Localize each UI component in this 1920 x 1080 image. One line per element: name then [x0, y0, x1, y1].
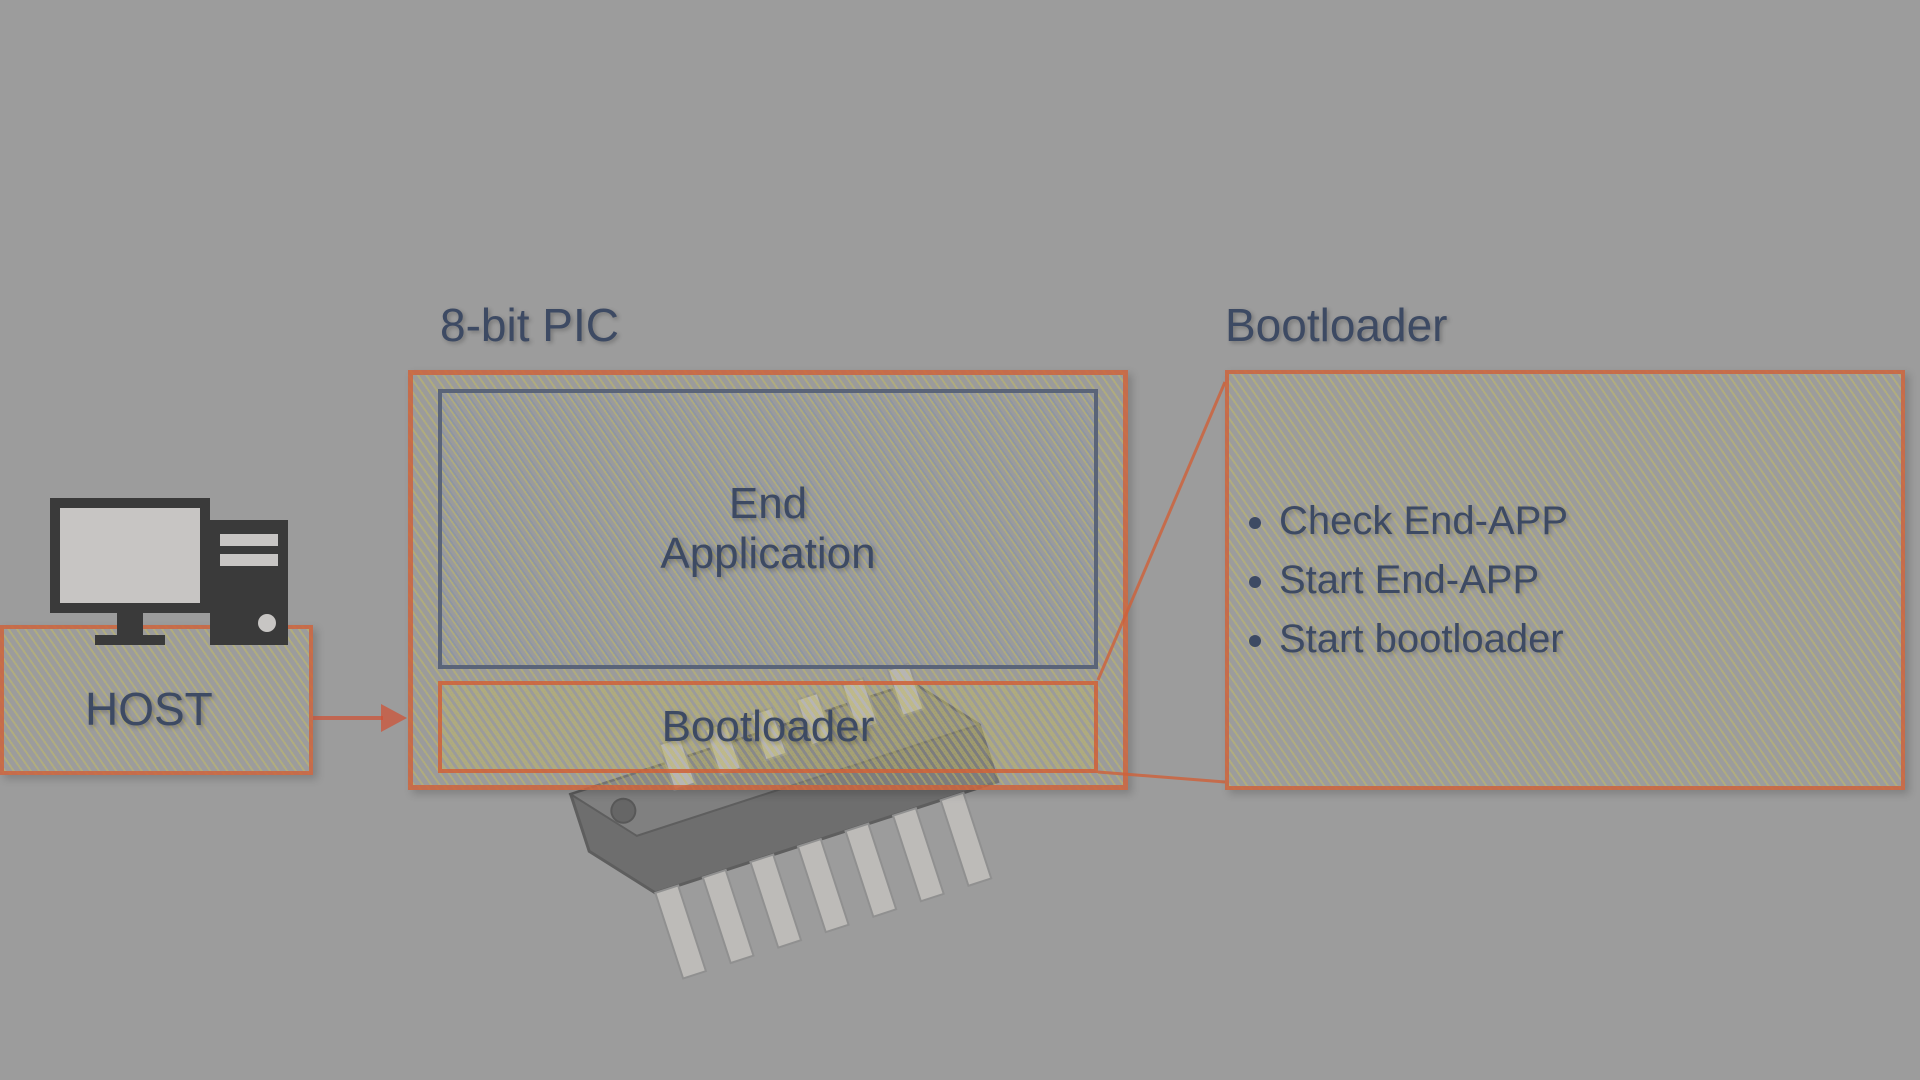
endapp-l2-text: Application	[660, 529, 875, 578]
inner-bootloader-label: Bootloader	[662, 702, 875, 752]
inner-bootloader-box: Bootloader	[438, 681, 1098, 773]
endapp-line1: End	[729, 479, 807, 529]
list-item: Check End-APP	[1279, 499, 1568, 544]
pc-tower-icon	[210, 520, 288, 645]
host-label-text: HOST	[85, 683, 213, 735]
pc-power-icon	[258, 614, 276, 632]
arrow-head-icon	[381, 704, 407, 732]
pic-outer-box: End Application Bootloader	[408, 370, 1128, 790]
end-application-box: End Application	[438, 389, 1098, 669]
bootloader-title-text: Bootloader	[1225, 299, 1448, 351]
endapp-l1-text: End	[729, 479, 807, 528]
pc-stand-icon	[117, 613, 143, 637]
bootloader-list: Check End-APP Start End-APP Start bootlo…	[1229, 485, 1568, 676]
bootloader-title: Bootloader	[1225, 298, 1448, 352]
list-item-2-text: Start bootloader	[1279, 617, 1564, 661]
pc-monitor-icon	[50, 498, 210, 613]
list-item-1-text: Start End-APP	[1279, 558, 1539, 602]
list-item: Start End-APP	[1279, 558, 1568, 603]
inner-boot-text: Bootloader	[662, 702, 875, 751]
arrow-host-to-pic	[313, 716, 383, 720]
endapp-line2: Application	[660, 529, 875, 579]
pc-base-icon	[95, 635, 165, 645]
list-item: Start bootloader	[1279, 617, 1568, 662]
list-item-0-text: Check End-APP	[1279, 499, 1568, 543]
bootloader-detail-box: Check End-APP Start End-APP Start bootlo…	[1225, 370, 1905, 790]
pic-title-text: 8-bit PIC	[440, 299, 619, 351]
pic-title: 8-bit PIC	[440, 298, 619, 352]
pc-slot-2-icon	[220, 554, 278, 566]
host-label: HOST	[85, 682, 213, 736]
pc-slot-1-icon	[220, 534, 278, 546]
